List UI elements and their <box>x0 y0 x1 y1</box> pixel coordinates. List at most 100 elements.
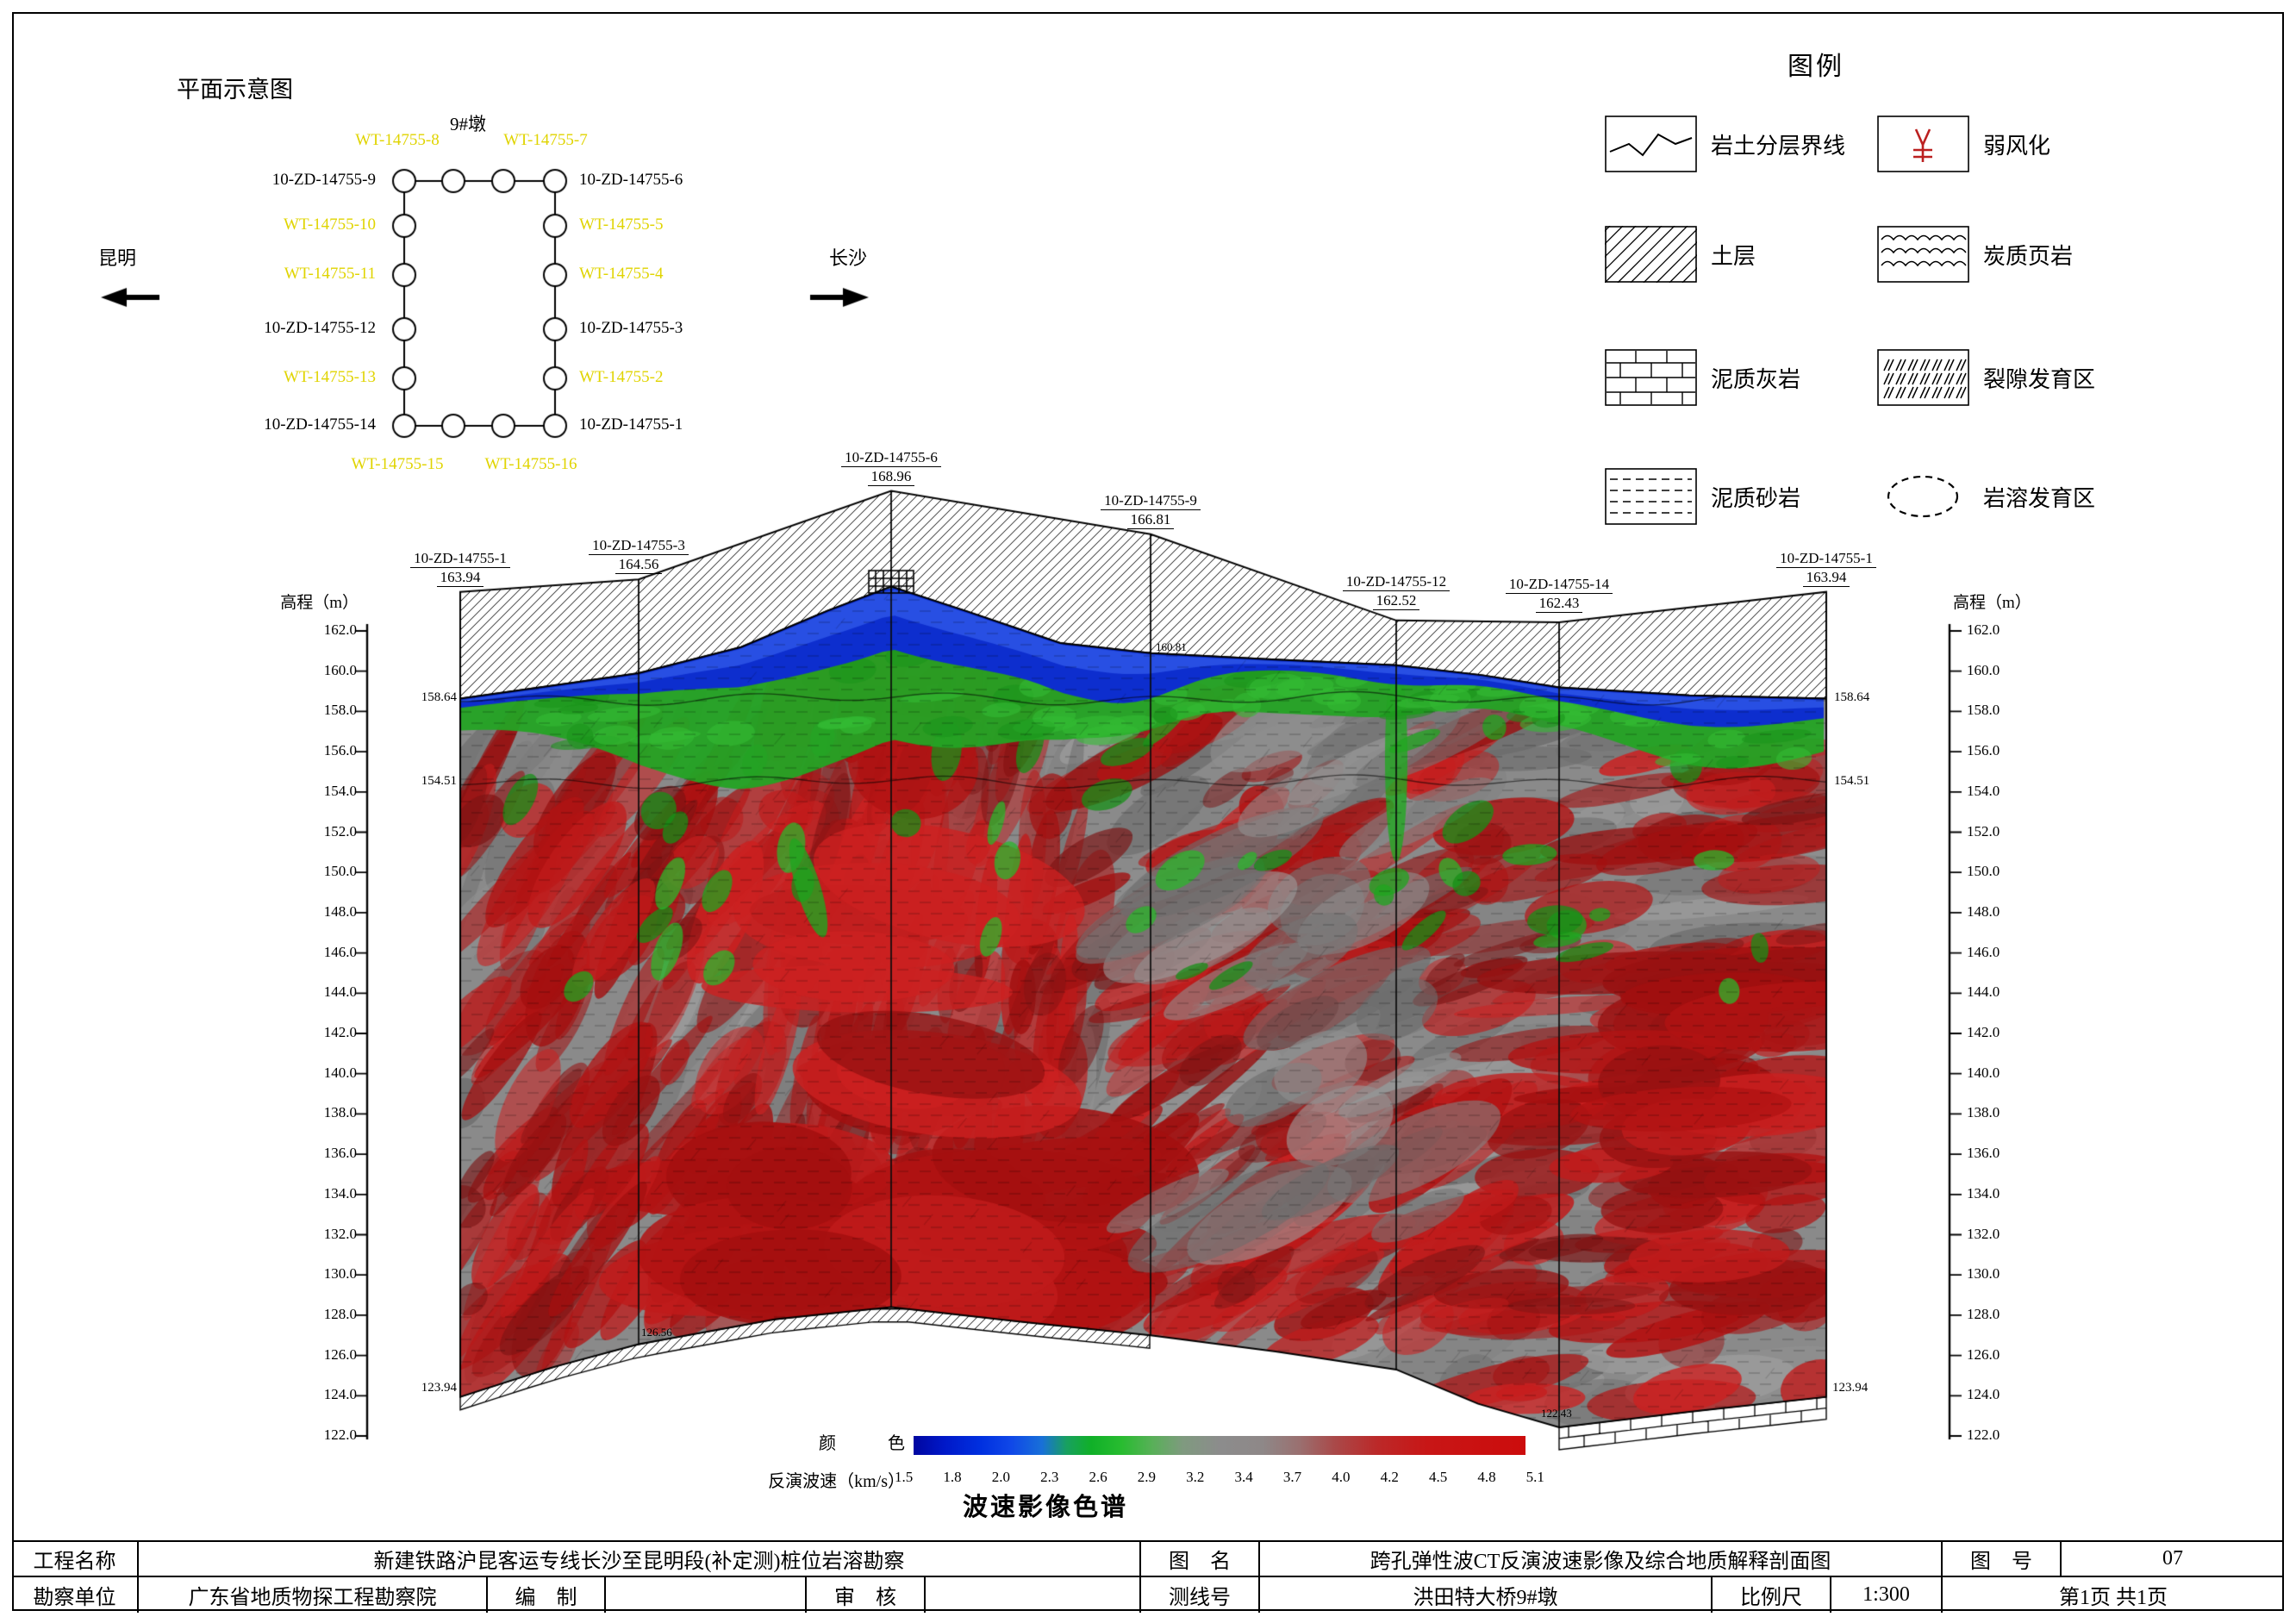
elevation-annotation: 154.51 <box>421 774 457 788</box>
elevation-tick-left: 122.0 <box>323 1426 357 1443</box>
weathering-symbol <box>1877 115 1969 172</box>
elevation-tick-right: 134.0 <box>1967 1184 2000 1202</box>
elevation-annotation: 123.94 <box>421 1381 457 1395</box>
borehole-label: 10-ZD-14755-14 162.43 <box>1486 575 1632 613</box>
colorbar-tick: 2.0 <box>991 1469 1010 1485</box>
pier-label: 9#墩 <box>450 114 486 134</box>
karst-symbol <box>1877 468 1969 525</box>
direction-changsha: 长沙 <box>829 247 868 269</box>
elevation-annotation: 123.94 <box>1832 1381 1869 1395</box>
colorbar-tick: 3.7 <box>1282 1469 1302 1485</box>
drawing-name-label: 图 名 <box>1141 1542 1260 1576</box>
elevation-tick-left: 156.0 <box>323 742 357 759</box>
elevation-tick-left: 162.0 <box>323 621 357 638</box>
plan-borehole-label: 10-ZD-14755-9 <box>271 171 376 189</box>
elevation-tick-right: 130.0 <box>1967 1265 2000 1283</box>
compiler-value <box>606 1577 807 1613</box>
legend-label: 泥质砂岩 <box>1711 485 1801 511</box>
title-block: 工程名称 新建铁路沪昆客运专线长沙至昆明段(补定测)桩位岩溶勘察 图 名 跨孔弹… <box>12 1540 2284 1613</box>
elevation-annotation: 122.43 <box>1541 1407 1572 1420</box>
colorbar-color-label: 颜 色 <box>819 1434 905 1453</box>
colorbar-title: 波速影像色谱 <box>963 1494 1129 1521</box>
elevation-tick-left: 124.0 <box>323 1386 357 1403</box>
elevation-tick-right: 122.0 <box>1967 1426 2000 1443</box>
elevation-tick-left: 140.0 <box>323 1064 357 1081</box>
legend-item: 炭质页岩 <box>1877 226 2073 283</box>
colorbar-tick: 4.8 <box>1477 1469 1496 1485</box>
colorbar-gradient <box>914 1436 1525 1455</box>
elevation-tick-left: 134.0 <box>323 1184 357 1202</box>
elevation-tick-right: 160.0 <box>1967 661 2000 678</box>
elevation-tick-left: 158.0 <box>323 702 357 719</box>
borehole-label: 10-ZD-14755-1 163.94 <box>387 549 533 587</box>
plan-borehole-label: WT-14755-2 <box>579 368 664 386</box>
drawing-name-value: 跨孔弹性波CT反演波速影像及综合地质解释剖面图 <box>1260 1542 1943 1576</box>
legend-label: 炭质页岩 <box>1983 243 2074 269</box>
reviewer-value <box>926 1577 1141 1613</box>
legend-item: 土层 <box>1552 225 1756 284</box>
colorbar-tick: 1.8 <box>943 1469 962 1485</box>
elevation-tick-right: 146.0 <box>1967 943 2000 960</box>
elevation-axis-label-right: 高程（m） <box>1953 594 2031 612</box>
scale-value: 1:300 <box>1831 1577 1943 1613</box>
elevation-tick-left: 146.0 <box>323 943 357 960</box>
colorbar-tick: 1.5 <box>895 1469 914 1485</box>
legend-item: 裂隙发育区 <box>1877 349 2095 406</box>
legend-label: 裂隙发育区 <box>1983 366 2096 392</box>
borehole-label: 10-ZD-14755-6 168.96 <box>818 448 964 486</box>
borehole-label: 10-ZD-14755-9 166.81 <box>1077 491 1224 529</box>
legend-label: 岩土分层界线 <box>1711 133 1846 159</box>
boundary-symbol <box>1605 115 1697 172</box>
elevation-annotation: 154.51 <box>1834 774 1870 788</box>
borehole-label: 10-ZD-14755-3 164.56 <box>565 536 712 574</box>
elevation-tick-left: 144.0 <box>323 983 357 1001</box>
plan-borehole-label: WT-14755-16 <box>484 455 577 473</box>
survey-unit-label: 勘察单位 <box>12 1577 139 1613</box>
colorbar-ticks: 1.5 1.8 2.0 2.3 2.6 2.9 3.2 3.4 3.7 4.0 4.2 4.5 4.8 5… <box>895 1469 1544 1486</box>
legend-label: 岩溶发育区 <box>1983 485 2096 511</box>
elevation-annotation: 158.64 <box>1834 690 1870 704</box>
elevation-annotation: 160.81 <box>1156 640 1187 653</box>
soil-symbol <box>1552 225 1740 284</box>
sandstone-symbol <box>1605 468 1697 525</box>
elevation-tick-right: 136.0 <box>1967 1145 2000 1162</box>
plan-borehole-label: 10-ZD-14755-1 <box>579 415 683 434</box>
drawing-number-value: 07 <box>2162 1547 2183 1570</box>
limestone-symbol <box>1605 349 1697 406</box>
survey-line-label: 测线号 <box>1141 1577 1260 1613</box>
colorbar-tick: 4.0 <box>1332 1469 1351 1485</box>
elevation-tick-right: 132.0 <box>1967 1225 2000 1242</box>
legend-label: 土层 <box>1711 243 1756 269</box>
elevation-tick-left: 148.0 <box>323 902 357 920</box>
scale-label: 比例尺 <box>1713 1577 1831 1613</box>
colorbar-tick: 2.6 <box>1089 1469 1107 1485</box>
elevation-annotation: 158.64 <box>421 690 457 704</box>
legend-item: 泥质灰岩 <box>1605 349 1800 406</box>
elevation-axis-label-left: 高程（m） <box>280 594 359 612</box>
elevation-tick-right: 158.0 <box>1967 702 2000 719</box>
legend-label: 弱风化 <box>1983 133 2051 159</box>
compiler-label: 编 制 <box>488 1577 606 1613</box>
plan-borehole-label: WT-14755-11 <box>284 265 376 283</box>
page-number: 第1页 共1页 <box>2059 1587 2168 1609</box>
legend-item: 岩溶发育区 <box>1877 468 2095 525</box>
colorbar-tick: 4.2 <box>1380 1469 1399 1485</box>
elevation-tick-right: 128.0 <box>1967 1305 2000 1322</box>
legend-item: 泥质砂岩 <box>1605 468 1800 525</box>
elevation-tick-left: 160.0 <box>323 661 357 678</box>
elevation-tick-right: 152.0 <box>1967 822 2000 840</box>
legend-item: 弱风化 <box>1877 115 2050 172</box>
plan-title: 平面示意图 <box>177 77 293 103</box>
legend-title: 图例 <box>1788 53 1844 81</box>
survey-line-value: 洪田特大桥9#墩 <box>1260 1577 1713 1613</box>
legend-label: 泥质灰岩 <box>1711 366 1801 392</box>
elevation-tick-left: 130.0 <box>323 1265 357 1283</box>
direction-kunming: 昆明 <box>98 247 137 269</box>
project-name-value: 新建铁路沪昆客运专线长沙至昆明段(补定测)桩位岩溶勘察 <box>139 1542 1141 1576</box>
elevation-tick-left: 152.0 <box>323 822 357 840</box>
drawing-number-label: 图 号 <box>1943 1542 2062 1576</box>
elevation-tick-left: 136.0 <box>323 1145 357 1162</box>
colorbar-tick: 3.2 <box>1186 1469 1205 1485</box>
plan-borehole-label: 10-ZD-14755-14 <box>264 415 376 434</box>
